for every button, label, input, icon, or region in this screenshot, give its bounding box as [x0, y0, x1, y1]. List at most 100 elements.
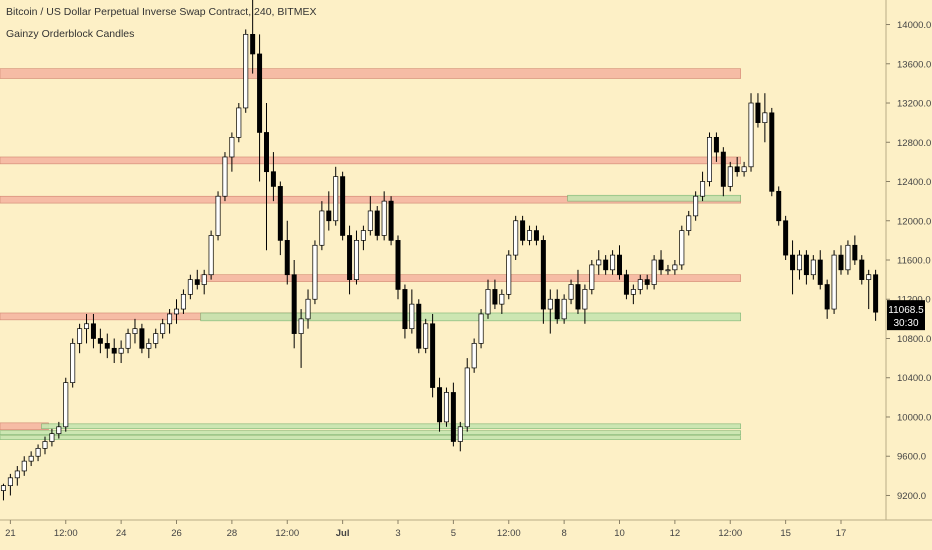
bear-candle — [623, 274, 629, 295]
price-tick-label: 13200.0 — [897, 99, 931, 110]
bear-candle — [111, 347, 117, 354]
bull-candle — [201, 274, 207, 285]
bull-candle — [727, 166, 733, 187]
bear-candle — [450, 392, 456, 442]
bull-zone-9 — [0, 430, 741, 435]
bull-zone-8 — [41, 423, 741, 430]
bull-candle — [513, 220, 519, 256]
bull-candle — [229, 137, 235, 158]
bear-candle — [492, 289, 498, 305]
bear-candle — [873, 274, 879, 313]
bull-candle — [423, 323, 429, 349]
bull-candle — [236, 107, 242, 138]
time-tick-label: 28 — [227, 528, 238, 539]
time-tick-label: 12:00 — [54, 528, 78, 539]
bear-candle — [658, 259, 664, 271]
bull-candle — [845, 244, 851, 271]
bull-candle — [741, 166, 747, 173]
bear-candle — [852, 244, 858, 261]
bear-candle — [803, 254, 809, 276]
bull-candle — [7, 477, 13, 487]
bear-candle — [790, 254, 796, 271]
bull-candle — [665, 269, 671, 272]
bull-candle — [153, 333, 159, 344]
time-tick-label: 24 — [116, 528, 127, 539]
time-tick-label: 12:00 — [718, 528, 742, 539]
bear-candle — [139, 328, 145, 349]
bull-candle — [180, 293, 186, 310]
bull-candle — [312, 244, 318, 300]
bull-candle — [506, 254, 512, 295]
bear-candle — [734, 166, 740, 173]
bull-candle — [298, 318, 304, 334]
bull-candle — [367, 210, 373, 231]
bull-candle — [0, 485, 6, 491]
bear-zone-4 — [200, 274, 741, 282]
current-price-label: 11068.5 — [888, 305, 924, 316]
bull-candle — [187, 279, 193, 295]
bull-candle — [319, 210, 325, 246]
price-tick-label: 9600.0 — [897, 452, 926, 463]
bear-candle — [575, 284, 581, 310]
bull-candle — [561, 298, 567, 320]
time-tick-label: 12 — [670, 528, 681, 539]
time-tick-label: 17 — [836, 528, 847, 539]
bull-candle — [35, 448, 41, 457]
bear-candle — [713, 137, 719, 153]
bear-candle — [540, 240, 546, 310]
bear-candle — [104, 343, 110, 349]
bull-candle — [630, 289, 636, 295]
bull-candle — [146, 343, 152, 349]
symbol-title[interactable]: Bitcoin / US Dollar Perpetual Inverse Sw… — [6, 6, 317, 18]
bull-candle — [77, 328, 83, 344]
bull-zone-6 — [200, 312, 741, 322]
indicator-legend[interactable]: Gainzy Orderblock Candles — [6, 28, 135, 40]
price-tick-label: 12800.0 — [897, 138, 931, 149]
bear-candle — [783, 220, 789, 256]
bull-zone-10 — [0, 435, 741, 440]
bear-candle — [340, 176, 346, 236]
price-tick-label: 9200.0 — [897, 491, 926, 502]
bull-candle — [353, 240, 359, 280]
bear-candle — [644, 279, 650, 285]
bear-candle — [617, 254, 623, 276]
bull-candle — [14, 470, 20, 479]
bull-candle — [21, 460, 27, 472]
bear-candle — [250, 33, 256, 55]
bear-candle — [326, 210, 332, 222]
orderblock-zones — [0, 68, 741, 440]
bull-candle — [409, 303, 415, 330]
bear-candle — [720, 151, 726, 187]
bull-candle — [686, 215, 692, 231]
bear-candle — [430, 323, 436, 388]
bull-candle — [360, 230, 366, 241]
bull-candle — [49, 433, 55, 442]
bull-candle — [762, 112, 768, 123]
bear-candle — [817, 259, 823, 285]
time-tick-label: 26 — [171, 528, 182, 539]
bear-candle — [402, 289, 408, 330]
bull-candle — [443, 392, 449, 423]
bull-candle — [63, 382, 69, 428]
bull-candle — [215, 195, 221, 236]
bull-candle — [547, 298, 553, 310]
bear-zone-1 — [0, 156, 741, 165]
bear-candle — [838, 254, 844, 271]
bear-candle — [388, 200, 394, 241]
bull-candle — [305, 298, 311, 320]
time-tick-label: 8 — [561, 528, 566, 539]
bull-candle — [596, 259, 602, 266]
time-axis[interactable]: 21 12:00 24 26 28 12:00 Jul 3 5 12:00 8 10 12 12:00 15… — [5, 520, 846, 539]
bull-candle — [28, 455, 34, 462]
bull-candle — [132, 328, 138, 334]
bull-candle — [582, 289, 588, 310]
time-tick-label: 12:00 — [275, 528, 299, 539]
bull-candle — [243, 33, 249, 109]
bull-candle — [222, 156, 228, 197]
bull-candle — [672, 264, 678, 271]
bull-zone-3 — [567, 194, 741, 202]
bar-countdown-label: 30:30 — [893, 318, 918, 329]
bear-candle — [603, 259, 609, 271]
